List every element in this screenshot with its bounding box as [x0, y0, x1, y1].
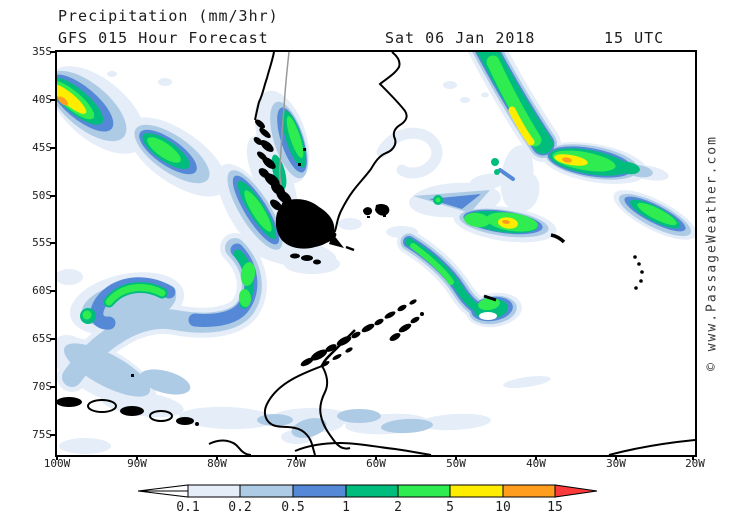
- axis-tick: [535, 455, 537, 460]
- page-title: Precipitation (mm/3hr): [58, 7, 279, 25]
- lon-label: 80W: [207, 457, 227, 470]
- axis-tick: [50, 242, 56, 244]
- lon-label: 100W: [43, 457, 71, 470]
- legend-label: 2: [394, 500, 402, 515]
- forecast-date: Sat 06 Jan 2018: [385, 29, 536, 47]
- precip-layer-1mm: [48, 36, 681, 324]
- south-america-coastline: [253, 51, 408, 265]
- precipitation-map-canvas: [47, 28, 697, 456]
- lon-label: 60W: [366, 457, 386, 470]
- axis-tick: [50, 434, 56, 436]
- lat-label: 50S: [32, 189, 52, 202]
- legend-label: 0.5: [281, 500, 305, 515]
- lat-label: 65S: [32, 332, 52, 345]
- precip-layer-10mm: [58, 96, 572, 225]
- lon-label: 20W: [685, 457, 705, 470]
- axis-tick: [56, 455, 58, 460]
- lon-label: 70W: [286, 457, 306, 470]
- axis-tick: [375, 455, 377, 460]
- precip-layer-0_2mm: [47, 32, 692, 438]
- axis-tick: [455, 455, 457, 460]
- legend-label: 15: [547, 500, 563, 515]
- lat-label: 45S: [32, 141, 52, 154]
- axis-tick: [50, 195, 56, 197]
- precipitation-legend-bar: [137, 484, 598, 498]
- forecast-time: 15 UTC: [604, 29, 665, 47]
- axis-tick: [295, 455, 297, 460]
- watermark-passageweather: © www.PassageWeather.com: [704, 135, 720, 371]
- legend-label: 5: [446, 500, 454, 515]
- axis-tick: [50, 51, 56, 53]
- axis-tick: [50, 338, 56, 340]
- precip-detail-notches: [479, 312, 497, 320]
- legend-label: 0.2: [228, 500, 252, 515]
- legend-overflow-arrow: [554, 484, 598, 498]
- legend-underflow-arrow: [137, 484, 189, 498]
- axis-tick: [50, 290, 56, 292]
- lat-label: 75S: [32, 428, 52, 441]
- axis-tick: [50, 386, 56, 388]
- axis-tick: [216, 455, 218, 460]
- axis-tick: [692, 455, 694, 460]
- legend-label: 1: [342, 500, 350, 515]
- forecast-map: [47, 28, 697, 457]
- axis-tick: [136, 455, 138, 460]
- legend-color-swatches: [187, 484, 556, 498]
- legend-label: 0.1: [176, 500, 200, 515]
- precip-layer-2mm: [49, 55, 677, 320]
- lon-label: 90W: [127, 457, 147, 470]
- axis-tick: [615, 455, 617, 460]
- model-forecast-label: GFS 015 Hour Forecast: [58, 29, 269, 47]
- lat-label: 40S: [32, 93, 52, 106]
- lon-label: 40W: [526, 457, 546, 470]
- lon-label: 50W: [446, 457, 466, 470]
- lat-label: 70S: [32, 380, 52, 393]
- axis-tick: [50, 147, 56, 149]
- lat-label: 35S: [32, 45, 52, 58]
- lon-label: 30W: [606, 457, 626, 470]
- lat-label: 60S: [32, 284, 52, 297]
- antarctica-coastline: [56, 233, 696, 456]
- lat-label: 55S: [32, 236, 52, 249]
- axis-tick: [50, 99, 56, 101]
- precip-layer-0_1mm: [47, 28, 697, 454]
- legend-label: 10: [495, 500, 511, 515]
- precip-layer-0_5mm: [48, 34, 686, 330]
